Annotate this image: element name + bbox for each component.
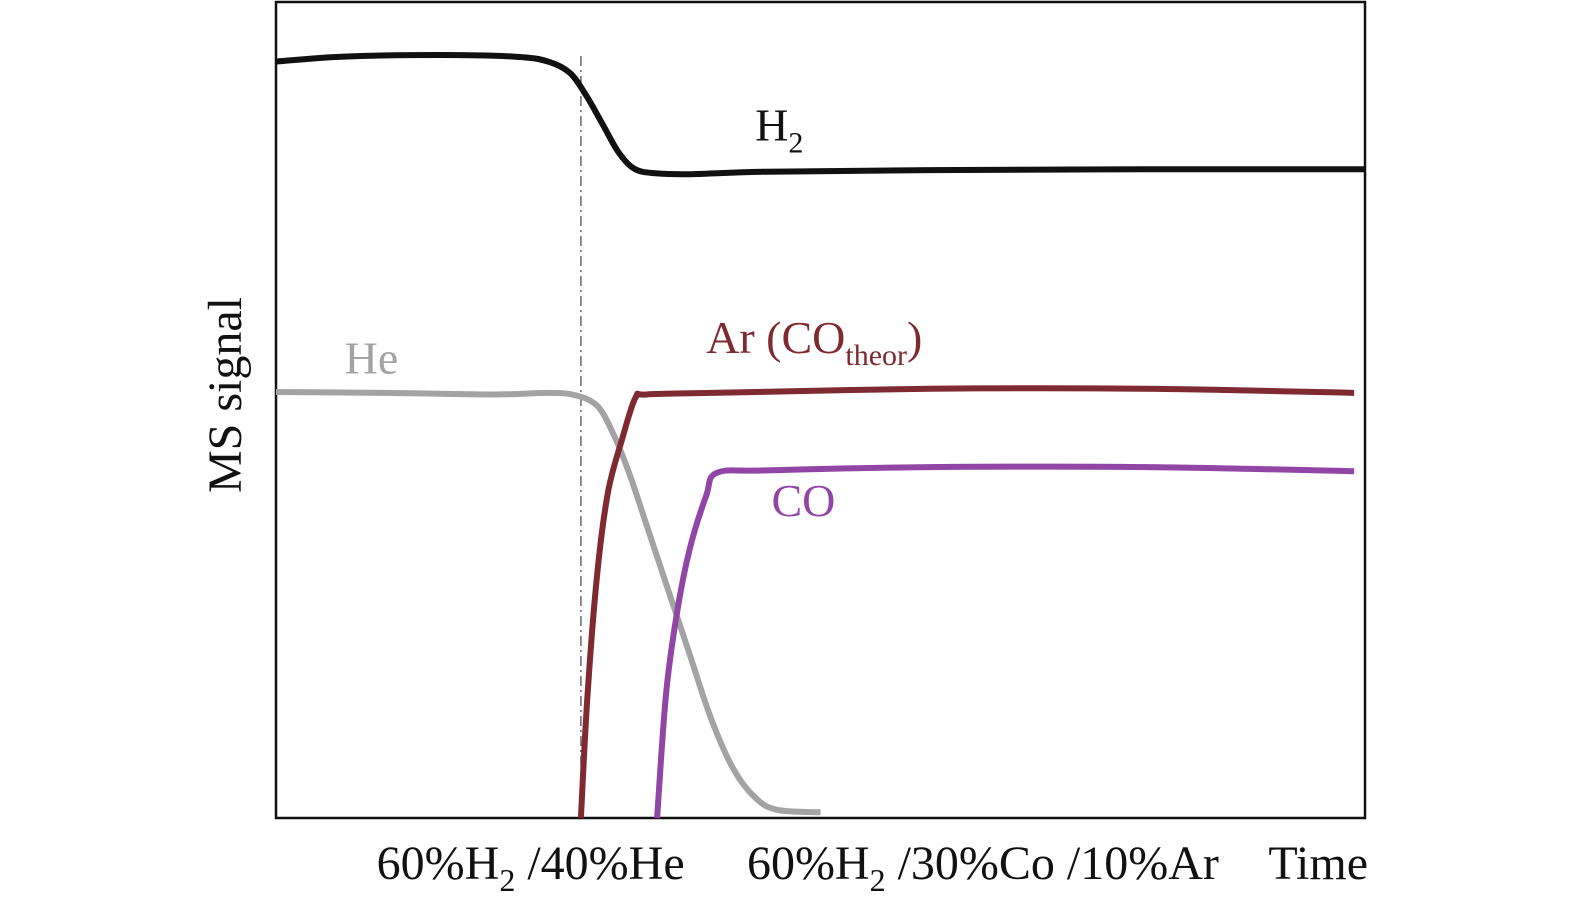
series-label-he: He: [345, 332, 399, 383]
series-line-he: [275, 389, 821, 816]
series-lines: [275, 52, 1366, 819]
plot-area: [274, 0, 1367, 820]
phase-label-1: 60%H2 /40%He: [377, 837, 685, 898]
series-line-co: [654, 463, 1355, 819]
series-line-ar-cotheor: [577, 385, 1355, 819]
series-label-ar-cotheor: Ar (COtheor): [706, 312, 922, 372]
y-axis-label: MS signal: [199, 297, 252, 493]
series-labels: H2 He Ar (COtheor) CO: [345, 100, 923, 526]
phase-label-2: 60%H2 /30%Co /10%Ar: [747, 837, 1219, 898]
axis-labels: MS signal Time 60%H2 /40%He 60%H2 /30%Co …: [199, 297, 1368, 898]
series-label-co: CO: [771, 475, 835, 526]
x-axis-label: Time: [1268, 837, 1368, 890]
series-line-h2: [275, 52, 1366, 178]
plot-frame: [274, 0, 1367, 820]
series-label-h2: H2: [755, 100, 803, 160]
